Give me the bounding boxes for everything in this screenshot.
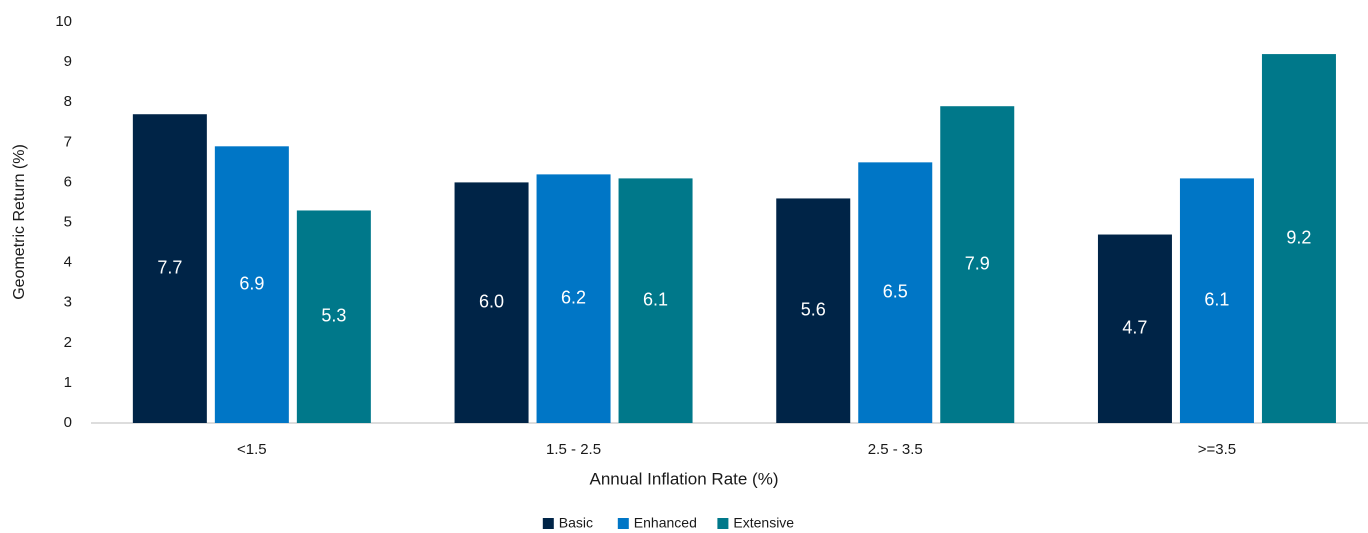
value-label: 6.0: [479, 291, 504, 311]
bar: [536, 174, 611, 423]
legend-label: Basic: [559, 515, 593, 531]
bar: [132, 114, 207, 423]
y-axis-label: Geometric Return (%): [11, 144, 28, 300]
y-tick-label: 6: [64, 173, 72, 190]
y-tick-label: 3: [64, 294, 72, 311]
legend-swatch: [542, 518, 554, 529]
bar: [296, 210, 371, 423]
value-label: 6.5: [883, 281, 908, 301]
value-label: 6.2: [561, 287, 586, 307]
legend-swatch: [617, 518, 629, 529]
x-tick-label: 2.5 - 3.5: [868, 441, 923, 458]
y-tick-label: 2: [64, 334, 72, 351]
x-axis-label: Annual Inflation Rate (%): [590, 469, 779, 488]
bar: [214, 146, 289, 423]
bar: [858, 162, 933, 423]
bar: [1261, 54, 1336, 423]
value-label: 6.9: [239, 273, 264, 293]
y-tick-label: 5: [64, 213, 72, 230]
legend-label: Extensive: [733, 515, 794, 531]
bar: [454, 182, 529, 423]
legend: Basic Enhanced Extensive: [542, 515, 794, 531]
y-tick-label: 1: [64, 374, 72, 391]
bar: [1097, 234, 1172, 423]
legend-label: Enhanced: [634, 515, 697, 531]
y-tick-label: 4: [64, 254, 72, 271]
value-label: 4.7: [1122, 318, 1147, 338]
x-tick-label: >=3.5: [1198, 441, 1236, 458]
legend-swatch: [717, 518, 729, 529]
x-tick-label: <1.5: [237, 441, 267, 458]
value-label: 5.3: [321, 305, 346, 325]
value-label: 6.1: [1204, 289, 1229, 309]
bar: [940, 106, 1015, 424]
value-label: 5.6: [801, 299, 826, 319]
y-tick-label: 10: [55, 13, 72, 30]
y-tick-label: 7: [64, 133, 72, 150]
value-label: 7.9: [965, 253, 990, 273]
y-tick-label: 8: [64, 93, 72, 110]
x-tick-label: 1.5 - 2.5: [546, 441, 601, 458]
value-label: 9.2: [1286, 227, 1311, 247]
y-tick-label: 0: [64, 414, 72, 431]
value-label: 7.7: [157, 257, 182, 277]
bar: [618, 178, 693, 423]
value-label: 6.1: [643, 289, 668, 309]
bar: [1179, 178, 1254, 423]
bar: [776, 198, 851, 423]
y-tick-label: 9: [64, 53, 72, 70]
